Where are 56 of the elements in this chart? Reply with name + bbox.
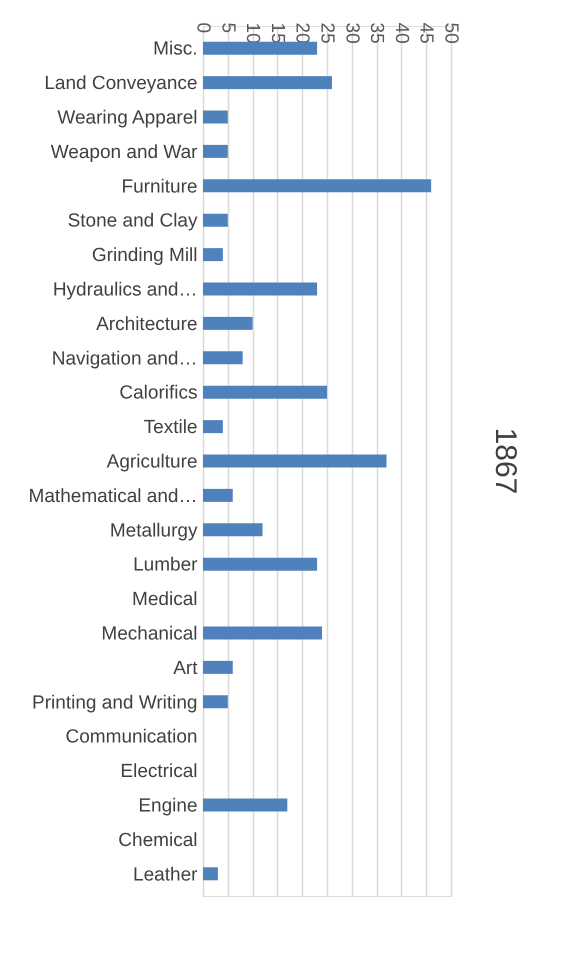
y-tick-label: Electrical xyxy=(120,761,198,782)
bar xyxy=(203,420,223,434)
bar xyxy=(203,214,228,227)
y-tick-label: Mathematical and… xyxy=(28,486,198,507)
x-tick-label: 30 xyxy=(341,22,362,44)
x-tick-label: 35 xyxy=(366,22,388,44)
x-tick-label: 15 xyxy=(266,22,288,44)
y-tick-label: Printing and Writing xyxy=(32,692,198,714)
y-tick-label: Leather xyxy=(133,864,198,886)
bar xyxy=(203,798,288,812)
y-tick-label: Calorifics xyxy=(119,382,198,404)
bar xyxy=(203,144,228,158)
bar xyxy=(203,110,228,124)
bar xyxy=(203,248,223,262)
text: 1867 xyxy=(489,428,522,494)
y-tick-label: Hydraulics and… xyxy=(52,280,198,300)
y-tick-label: Wearing Apparel xyxy=(57,108,198,128)
y-tick-label: Engine xyxy=(138,796,198,816)
y-tick-label: Architecture xyxy=(96,314,198,335)
y-tick-label: Metallurgy xyxy=(110,520,198,542)
bar xyxy=(203,316,253,330)
y-tick-label: Furniture xyxy=(121,176,198,198)
x-tick-label: 25 xyxy=(316,22,338,44)
x-tick-label: 45 xyxy=(416,22,437,44)
bar xyxy=(203,179,432,192)
bar xyxy=(203,867,218,880)
y-tick-label: Communication xyxy=(66,726,198,748)
y-tick-label: Grinding Mill xyxy=(92,245,198,266)
bar xyxy=(203,660,233,674)
bar xyxy=(203,626,322,640)
x-tick-label: 0 xyxy=(192,22,214,34)
y-tick-label: Chemical xyxy=(118,830,198,851)
bar xyxy=(203,488,233,502)
y-tick-label: Weapon and War xyxy=(50,142,198,163)
bar xyxy=(203,523,263,536)
bar xyxy=(203,76,332,90)
bar xyxy=(203,386,327,399)
y-tick-label: Mechanical xyxy=(101,624,198,644)
bar xyxy=(203,282,318,296)
y-tick-label: Medical xyxy=(132,589,198,610)
bar xyxy=(203,42,318,55)
y-tick-label: Misc. xyxy=(153,38,198,60)
y-tick-label: Art xyxy=(173,658,198,679)
x-tick-label: 5 xyxy=(217,22,238,34)
bar xyxy=(203,454,387,468)
x-tick-label: 50 xyxy=(440,22,462,44)
y-tick-label: Navigation and… xyxy=(52,348,198,370)
x-tick-label: 40 xyxy=(390,22,412,44)
y-tick-label: Stone and Clay xyxy=(68,210,198,232)
y-tick-label: Textile xyxy=(144,417,198,438)
bar xyxy=(203,695,228,708)
bar xyxy=(203,351,243,364)
bar xyxy=(203,558,318,571)
y-tick-label: Lumber xyxy=(133,554,198,576)
y-tick-label: Agriculture xyxy=(106,452,198,472)
y-tick-label: Land Conveyance xyxy=(44,73,198,94)
